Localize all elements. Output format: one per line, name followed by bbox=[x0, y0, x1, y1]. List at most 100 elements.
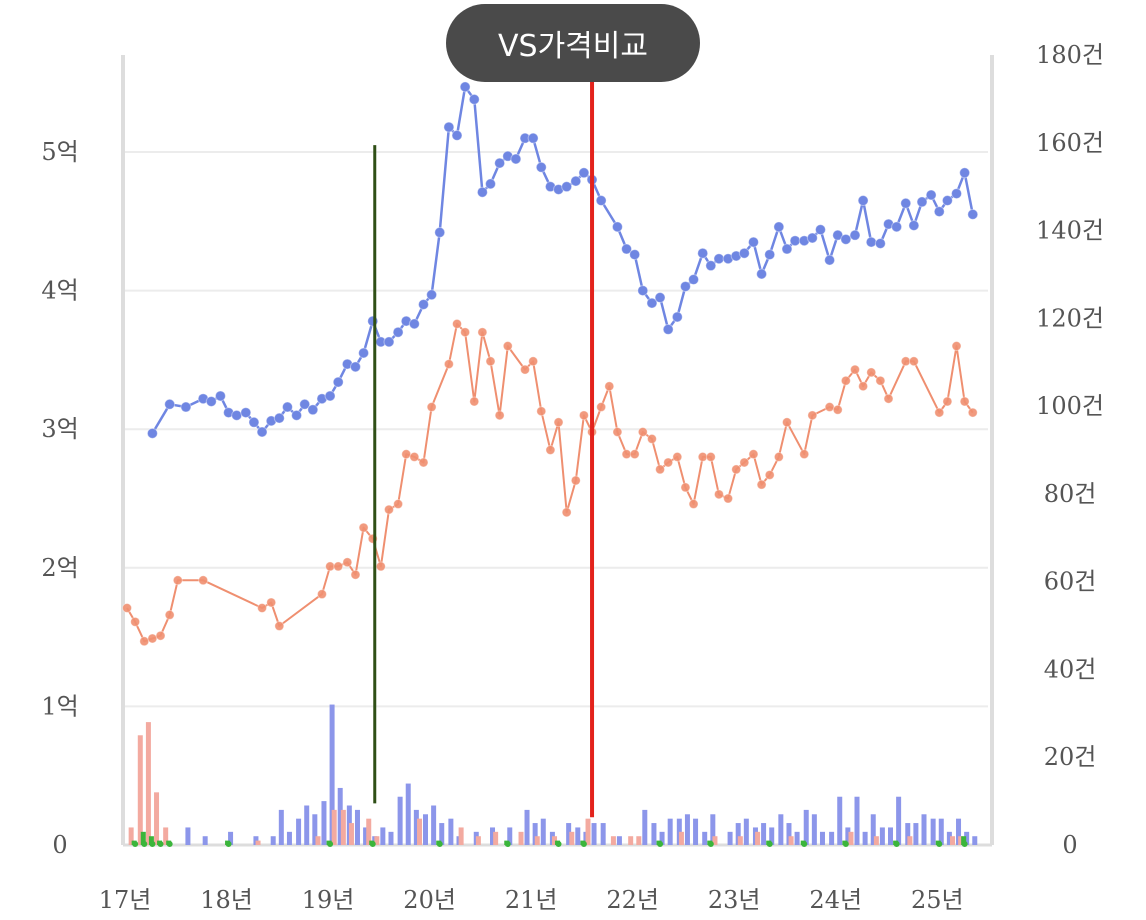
volume-bar-orange bbox=[585, 818, 591, 845]
volume-bar-blue bbox=[321, 801, 327, 845]
y-right-tick-label: 80건 bbox=[1044, 480, 1097, 508]
volume-bar-blue bbox=[312, 814, 318, 845]
volume-dot-green bbox=[166, 841, 173, 847]
vertical-markers bbox=[373, 61, 595, 818]
volume-bar-blue bbox=[778, 814, 784, 845]
volume-bar-blue bbox=[380, 827, 386, 845]
price-point-orange bbox=[756, 479, 767, 490]
volume-bar-blue bbox=[439, 823, 445, 845]
price-point-orange bbox=[172, 575, 183, 586]
volume-bar-orange bbox=[416, 818, 422, 845]
volume-bar-blue bbox=[888, 827, 894, 845]
price-point-orange bbox=[637, 426, 648, 437]
volume-dot-green bbox=[141, 841, 148, 847]
price-point-orange bbox=[383, 504, 394, 515]
volume-dot-green bbox=[149, 841, 156, 847]
price-point-orange bbox=[409, 451, 420, 462]
y-right-tick-label: 60건 bbox=[1044, 568, 1097, 596]
x-tick-label: 23년 bbox=[708, 886, 761, 914]
x-tick-label: 24년 bbox=[809, 886, 862, 914]
x-tick-label: 19년 bbox=[302, 886, 355, 914]
price-point-orange bbox=[680, 482, 691, 493]
volume-bar-blue bbox=[540, 818, 546, 845]
volume-dot-green bbox=[766, 841, 773, 847]
volume-bar-blue bbox=[278, 809, 284, 845]
price-point-blue bbox=[891, 221, 903, 233]
volume-bar-orange bbox=[458, 827, 464, 845]
price-point-orange bbox=[164, 609, 175, 620]
price-point-blue bbox=[654, 292, 666, 304]
price-point-orange bbox=[807, 410, 818, 421]
y-left-tick-label: 4억 bbox=[41, 277, 78, 305]
price-point-blue bbox=[747, 236, 759, 248]
price-point-blue bbox=[814, 224, 826, 236]
price-point-blue bbox=[697, 247, 709, 259]
volume-bar-blue bbox=[938, 818, 944, 845]
volume-bar-orange bbox=[950, 836, 956, 845]
price-point-blue bbox=[240, 407, 252, 419]
volume-dot-green bbox=[504, 841, 511, 847]
price-point-blue bbox=[180, 401, 192, 413]
price-point-orange bbox=[764, 469, 775, 480]
price-point-orange bbox=[646, 433, 657, 444]
price-point-orange bbox=[130, 616, 141, 627]
price-point-orange bbox=[494, 410, 505, 421]
price-point-blue bbox=[874, 237, 886, 249]
price-point-orange bbox=[596, 402, 607, 413]
volume-bar-green bbox=[140, 831, 146, 845]
price-point-orange bbox=[198, 575, 209, 586]
price-line-orange bbox=[126, 322, 974, 643]
price-point-blue bbox=[494, 157, 506, 169]
price-point-orange bbox=[781, 417, 792, 428]
price-point-orange bbox=[967, 407, 978, 418]
price-point-blue bbox=[705, 260, 717, 272]
price-point-blue bbox=[916, 196, 928, 208]
vs-compare-button[interactable]: VS가격비교 bbox=[446, 4, 700, 82]
price-point-orange bbox=[553, 417, 564, 428]
volume-bar-blue bbox=[837, 796, 843, 845]
price-point-blue bbox=[248, 416, 260, 428]
y-left-tick-label: 0 bbox=[52, 831, 67, 859]
volume-bar-blue bbox=[956, 818, 962, 845]
volume-dot-green bbox=[157, 841, 164, 847]
price-point-blue bbox=[679, 280, 691, 292]
volume-bar-orange bbox=[958, 836, 964, 845]
x-tick-label: 25년 bbox=[911, 886, 964, 914]
price-point-blue bbox=[908, 219, 920, 231]
volume-bar-blue bbox=[616, 836, 622, 845]
price-point-orange bbox=[705, 451, 716, 462]
volume-bar-orange bbox=[493, 831, 499, 845]
y-right-tick-label: 180건 bbox=[1036, 41, 1104, 69]
price-point-orange bbox=[832, 404, 843, 415]
price-point-blue bbox=[205, 395, 217, 407]
price-point-orange bbox=[469, 396, 480, 407]
volume-bar-blue bbox=[854, 796, 860, 845]
price-point-blue bbox=[832, 229, 844, 241]
y-right-tick-label: 160건 bbox=[1036, 129, 1104, 157]
volume-bar-orange bbox=[569, 831, 575, 845]
price-point-orange bbox=[570, 475, 581, 486]
price-point-orange bbox=[561, 507, 572, 518]
price-point-orange bbox=[452, 318, 463, 329]
volume-bar-orange bbox=[331, 809, 337, 845]
volume-bar-orange bbox=[128, 827, 134, 845]
price-point-blue bbox=[629, 249, 641, 261]
volume-dot-green bbox=[961, 841, 968, 847]
price-point-blue bbox=[146, 427, 158, 439]
price-point-blue bbox=[646, 297, 658, 309]
price-point-blue bbox=[738, 247, 750, 259]
x-tick-label: 20년 bbox=[403, 886, 456, 914]
volume-bar-orange bbox=[374, 836, 380, 845]
volume-bar-blue bbox=[422, 814, 428, 845]
volume-bar-blue bbox=[964, 831, 970, 845]
volume-dot-green bbox=[580, 841, 587, 847]
volume-dot-green bbox=[657, 841, 664, 847]
price-point-orange bbox=[934, 407, 945, 418]
volume-bar-orange bbox=[788, 836, 794, 845]
volume-bar-blue bbox=[735, 823, 741, 845]
price-point-orange bbox=[866, 367, 877, 378]
volume-bar-blue bbox=[363, 827, 369, 845]
volume-bar-blue bbox=[490, 827, 496, 845]
volume-bar-blue bbox=[896, 796, 902, 845]
